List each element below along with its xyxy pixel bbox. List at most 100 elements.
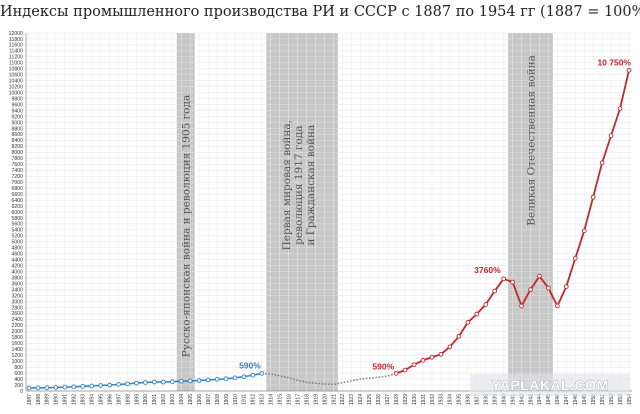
data-point-ussr <box>546 285 551 291</box>
x-tick-label: 1920 <box>322 394 328 405</box>
data-point-ussr <box>555 303 560 309</box>
x-tick-label: 1929 <box>403 394 409 405</box>
y-tick-label: 6600 <box>11 192 23 198</box>
y-tick-label: 11000 <box>9 61 23 67</box>
data-point-ussr <box>465 320 471 325</box>
y-tick-label: 2200 <box>11 323 23 329</box>
y-tick-label: 5800 <box>11 216 23 222</box>
data-point-ussr <box>456 334 462 339</box>
data-point-ussr <box>429 354 435 360</box>
data-point-ussr <box>420 357 426 363</box>
y-tick-label: 3000 <box>11 299 23 305</box>
data-point-empire <box>196 378 202 383</box>
y-tick-label: 4400 <box>11 258 23 264</box>
x-tick-label: 1950 <box>591 394 597 405</box>
x-tick-label: 1894 <box>89 394 95 405</box>
data-point-ussr <box>483 302 489 307</box>
y-tick-label: 6800 <box>11 186 23 192</box>
x-tick-label: 1912 <box>251 394 257 405</box>
data-point-ussr <box>447 344 453 350</box>
data-point-ussr <box>528 287 533 292</box>
y-tick-label: 5600 <box>11 222 23 228</box>
y-tick-label: 800 <box>14 365 23 371</box>
data-point-ussr <box>411 362 417 368</box>
grid-lines <box>26 32 632 392</box>
y-tick-label: 7600 <box>11 162 23 168</box>
y-tick-label: 7400 <box>11 168 23 174</box>
data-point-ussr <box>563 284 569 289</box>
data-point-empire <box>89 383 95 389</box>
y-tick-label: 6000 <box>11 210 23 216</box>
y-tick-label: 8400 <box>11 138 23 144</box>
x-tick-label: 1916 <box>287 394 293 405</box>
y-tick-label: 3400 <box>11 287 23 293</box>
band-labels: Русско-японская война и революция 1905 г… <box>181 55 538 357</box>
x-tick-label: 1942 <box>519 394 525 405</box>
data-point-ussr <box>537 273 542 279</box>
y-tick-label: 4600 <box>11 252 23 258</box>
watermark-text: YAPLAKAL.COM <box>491 377 609 393</box>
x-tick-label: 1915 <box>278 394 284 405</box>
data-point-empire <box>35 385 41 391</box>
y-tick-label: 10600 <box>9 73 24 79</box>
x-tick-label: 1903 <box>170 394 176 405</box>
data-point-ussr <box>590 194 596 200</box>
y-tick-label: 200 <box>14 383 23 389</box>
x-tick-label: 1901 <box>152 394 158 405</box>
y-tick-label: 3600 <box>11 281 23 287</box>
x-tick-label: 1953 <box>618 394 624 405</box>
data-label: 10 750% <box>597 57 631 67</box>
x-tick-label: 1918 <box>304 394 310 405</box>
x-tick-label: 1899 <box>134 394 140 405</box>
data-point-empire <box>116 382 121 387</box>
data-point-empire <box>169 379 175 385</box>
x-tick-label: 1923 <box>349 394 355 405</box>
x-tick-label: 1930 <box>412 394 418 405</box>
x-tick-label: 1890 <box>54 394 60 405</box>
data-point-ussr <box>519 303 524 309</box>
x-tick-label: 1914 <box>269 394 275 405</box>
y-tick-label: 600 <box>14 371 23 377</box>
y-tick-label: 1600 <box>11 341 23 347</box>
y-tick-label: 6400 <box>11 198 23 204</box>
data-point-empire <box>71 384 77 390</box>
x-tick-label: 1946 <box>555 394 561 405</box>
data-point-ussr <box>402 367 408 373</box>
y-tick-label: 1800 <box>11 335 23 341</box>
band-label-russo-japanese: Русско-японская война и революция 1905 г… <box>181 95 193 358</box>
x-tick-label: 1947 <box>564 394 570 405</box>
data-point-empire <box>205 377 211 383</box>
data-point-ussr <box>474 311 480 317</box>
y-tick-label: 3200 <box>11 293 23 299</box>
data-point-empire <box>125 381 130 387</box>
y-tick-label: 9600 <box>11 102 23 108</box>
data-point-ussr <box>438 351 444 357</box>
data-point-ussr <box>572 255 578 261</box>
data-point-ussr <box>626 67 632 73</box>
y-tick-label: 7200 <box>11 174 23 180</box>
x-tick-label: 1904 <box>179 394 185 405</box>
data-point-empire <box>152 379 157 385</box>
y-tick-label: 8600 <box>11 132 23 138</box>
band-label-ww1-line: и Гражданская война <box>305 125 317 246</box>
series-points <box>26 67 632 391</box>
x-tick-label: 1931 <box>421 394 427 405</box>
data-point-empire <box>80 384 86 389</box>
y-tick-label: 0 <box>20 389 23 395</box>
band-label-ww1-line: Первая мировая война, <box>281 120 293 250</box>
x-tick-label: 1937 <box>475 394 481 405</box>
y-tick-label: 7000 <box>11 180 23 186</box>
data-labels: 590% 590% 3760% 10 750% <box>239 57 631 371</box>
watermark-bg <box>470 374 630 396</box>
x-tick-label: 1897 <box>116 394 122 405</box>
data-point-empire <box>232 375 238 381</box>
data-point-empire <box>134 380 139 386</box>
y-tick-label: 8200 <box>11 144 23 150</box>
x-tick-label: 1952 <box>609 394 615 405</box>
x-tick-label: 1941 <box>510 394 516 405</box>
x-tick-labels: 1887 1888 1889 1890 1891 1892 1893 1894 1895 1896… <box>27 394 633 405</box>
x-tick-label: 1954 <box>627 394 633 405</box>
x-tick-label: 1911 <box>242 394 248 405</box>
y-tick-label: 6200 <box>11 204 23 210</box>
